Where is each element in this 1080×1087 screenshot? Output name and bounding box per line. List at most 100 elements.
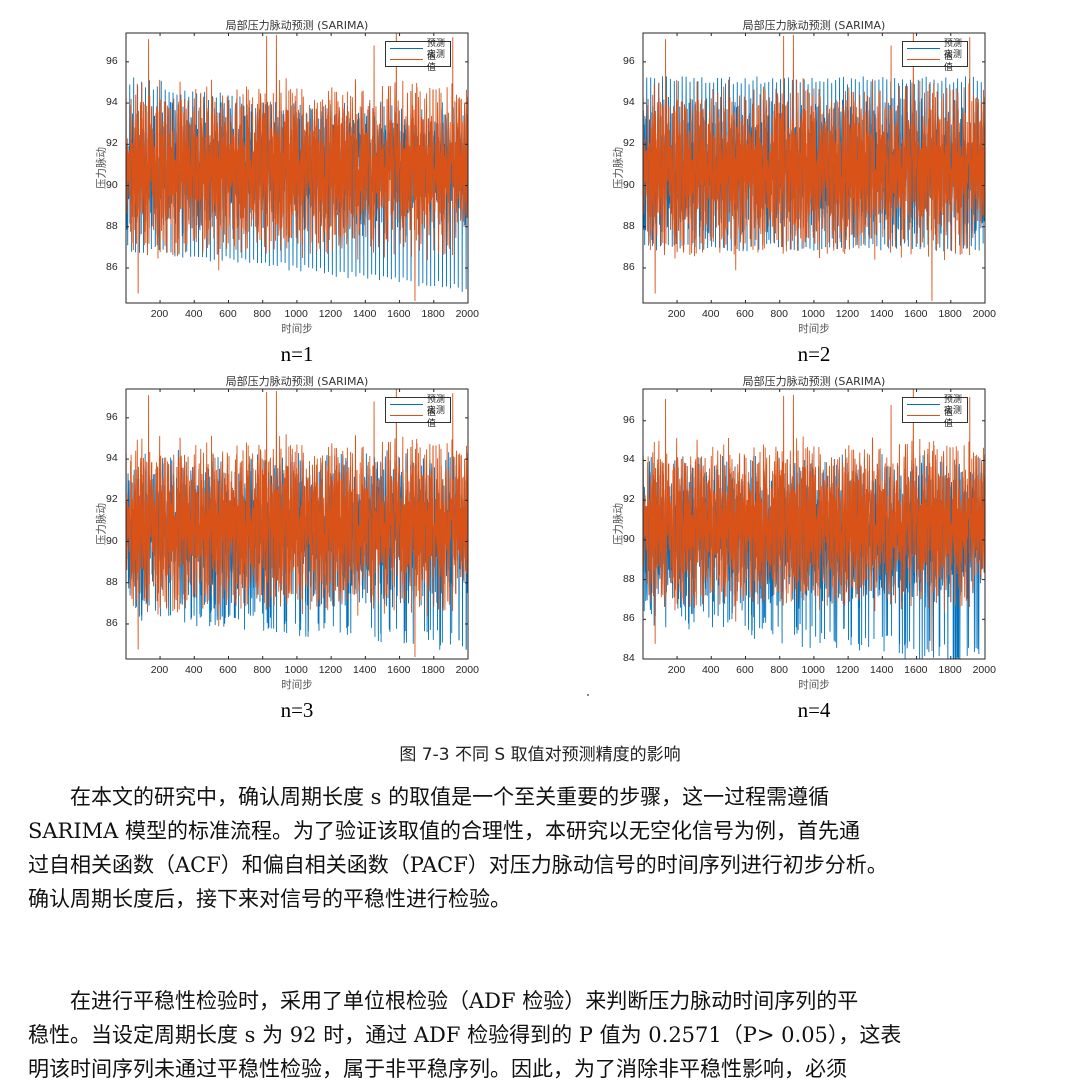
axes-box <box>125 32 469 304</box>
legend-item-measured: 实测值 <box>390 406 447 429</box>
legend-item-measured: 实测值 <box>907 406 964 429</box>
y-tick-label: 92 <box>106 493 118 506</box>
legend-label: 预测值 <box>943 38 962 62</box>
subfigure-caption: n=3 <box>280 698 314 722</box>
figure-caption: 图 7-3 不同 S 取值对预测精度的影响 <box>399 745 681 765</box>
x-tick-label: 1600 <box>387 308 411 320</box>
chart-title: 局部压力脉动预测 (SARIMA) <box>225 375 369 388</box>
predicted-series-line <box>643 76 985 252</box>
y-tick-label: 92 <box>106 137 118 150</box>
x-tick-label: 2000 <box>455 664 479 676</box>
chart-title: 局部压力脉动预测 (SARIMA) <box>225 19 369 32</box>
x-tick-label: 600 <box>736 664 754 676</box>
y-tick-label: 88 <box>106 575 118 588</box>
x-tick-label: 1200 <box>318 308 343 320</box>
x-axis-label: 时间步 <box>281 679 313 691</box>
x-tick-label: 1400 <box>352 308 377 320</box>
x-tick-label: 2000 <box>972 664 996 676</box>
y-tick-label: 88 <box>106 219 118 232</box>
legend-item-predicted: 预测值 <box>907 39 964 62</box>
subfigure-caption: n=2 <box>797 342 831 366</box>
legend-label: 实测值 <box>943 405 962 429</box>
legend-line-icon <box>907 403 940 406</box>
legend-item-predicted: 预测值 <box>390 395 447 418</box>
x-axis-label: 时间步 <box>798 323 830 335</box>
x-tick-label: 1200 <box>835 664 860 676</box>
x-tick-label: 800 <box>253 308 271 320</box>
legend-item-measured: 实测值 <box>390 50 447 73</box>
x-tick-label: 200 <box>150 308 169 320</box>
y-tick-label: 86 <box>623 612 635 625</box>
legend-label: 实测值 <box>426 405 445 429</box>
paragraph-line: 确认周期长度后，接下来对信号的平稳性进行检验。 <box>28 887 511 911</box>
x-tick-label: 400 <box>184 308 203 320</box>
y-axis-label: 压力脉动 <box>95 503 108 545</box>
y-tick-label: 90 <box>623 178 635 191</box>
y-tick-label: 90 <box>106 534 118 547</box>
y-tick-label: 96 <box>623 413 635 426</box>
y-tick-label: 94 <box>106 96 118 109</box>
chart-title: 局部压力脉动预测 (SARIMA) <box>742 19 886 32</box>
stray-mark <box>587 694 589 696</box>
legend-item-predicted: 预测值 <box>907 395 964 418</box>
x-tick-label: 1800 <box>421 308 445 320</box>
axes-box <box>642 32 986 304</box>
y-tick-label: 88 <box>623 219 635 232</box>
y-tick-label: 92 <box>623 493 635 506</box>
legend-item-predicted: 预测值 <box>390 39 447 62</box>
x-tick-label: 1800 <box>421 664 445 676</box>
x-tick-label: 2000 <box>972 308 996 320</box>
y-tick-label: 86 <box>106 616 118 629</box>
chart-legend: 预测值 实测值 <box>385 39 452 73</box>
x-tick-label: 1400 <box>869 308 894 320</box>
y-tick-label: 92 <box>623 137 635 150</box>
x-tick-label: 1600 <box>904 664 928 676</box>
predicted-series-line <box>126 77 468 292</box>
legend-line-icon <box>390 403 423 406</box>
x-tick-label: 1000 <box>284 664 308 676</box>
y-tick-label: 90 <box>623 532 635 545</box>
subfigure-caption: n=4 <box>797 698 831 722</box>
x-axis-label: 时间步 <box>798 679 830 691</box>
paragraph-line: 稳性。当设定周期长度 s 为 92 时，通过 ADF 检验得到的 P 值为 0.… <box>28 1023 902 1047</box>
y-axis-label: 压力脉动 <box>612 503 625 545</box>
x-tick-label: 800 <box>770 664 788 676</box>
x-tick-label: 200 <box>667 664 686 676</box>
x-tick-label: 1600 <box>904 308 928 320</box>
subfigure-caption: n=1 <box>280 342 314 366</box>
x-tick-label: 800 <box>253 664 271 676</box>
x-tick-label: 400 <box>701 308 720 320</box>
x-tick-label: 1000 <box>284 308 308 320</box>
y-axis-label: 压力脉动 <box>612 147 625 189</box>
x-tick-label: 600 <box>736 308 754 320</box>
paragraph-2: 在进行平稳性检验时，采用了单位根检验（ADF 检验）来判断压力脉动时间序列的平 … <box>28 984 1068 1086</box>
x-tick-label: 400 <box>184 664 203 676</box>
paragraph-line: 在本文的研究中，确认周期长度 s 的取值是一个至关重要的步骤，这一过程需遵循 <box>28 785 830 809</box>
chart-legend: 预测值 实测值 <box>385 395 452 429</box>
y-tick-label: 86 <box>623 260 635 273</box>
legend-line-icon <box>907 414 940 417</box>
x-tick-label: 1000 <box>801 664 825 676</box>
legend-label: 预测值 <box>943 394 962 418</box>
x-tick-label: 1200 <box>318 664 343 676</box>
chart-legend: 预测值 实测值 <box>902 395 969 429</box>
y-tick-label: 84 <box>623 652 635 664</box>
x-axis-label: 时间步 <box>281 323 313 335</box>
x-tick-label: 1800 <box>938 664 962 676</box>
paragraph-line: 在进行平稳性检验时，采用了单位根检验（ADF 检验）来判断压力脉动时间序列的平 <box>28 989 859 1013</box>
x-tick-label: 1200 <box>835 308 860 320</box>
x-tick-label: 200 <box>667 308 686 320</box>
y-tick-label: 94 <box>106 452 118 465</box>
legend-line-icon <box>907 58 940 61</box>
x-tick-label: 200 <box>150 664 169 676</box>
legend-line-icon <box>907 47 940 50</box>
x-tick-label: 600 <box>219 308 237 320</box>
x-tick-label: 1800 <box>938 308 962 320</box>
y-axis-label: 压力脉动 <box>95 147 108 189</box>
predicted-series-line <box>126 450 468 650</box>
x-tick-label: 600 <box>219 664 237 676</box>
paragraph-1: 在本文的研究中，确认周期长度 s 的取值是一个至关重要的步骤，这一过程需遵循 S… <box>28 780 1068 916</box>
